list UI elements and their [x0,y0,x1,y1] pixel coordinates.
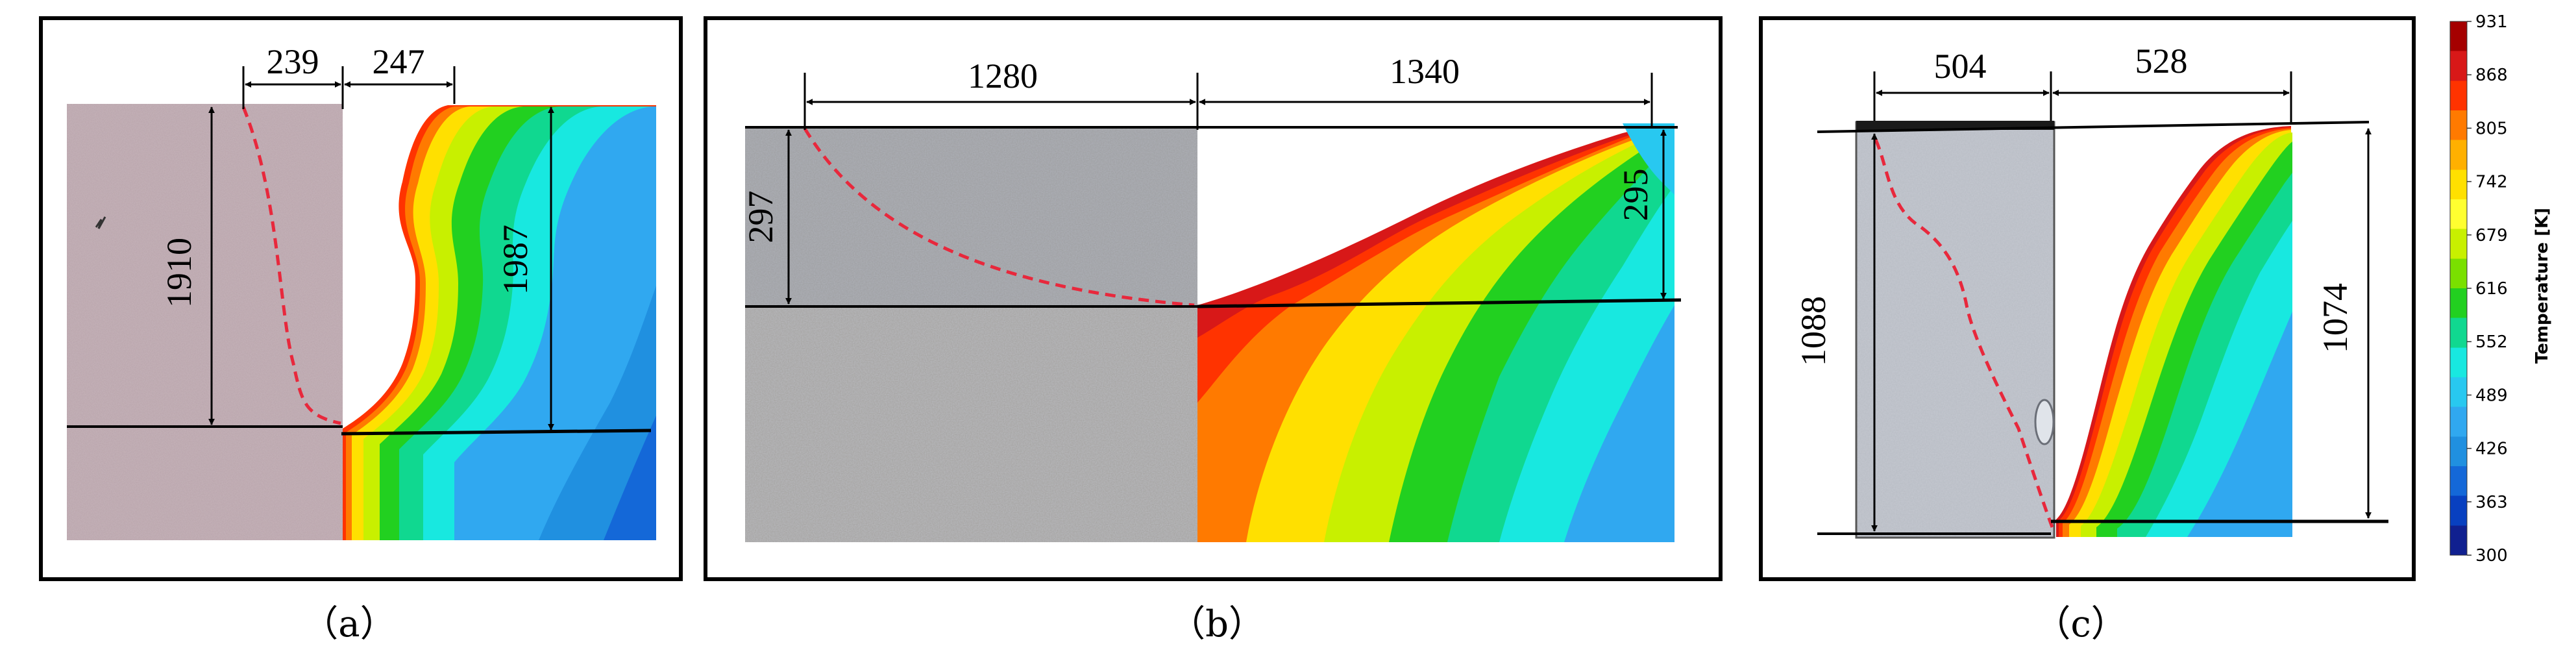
panel-b: 1280 1340 297 295 （b） [704,16,1723,645]
colorbar-tick-label: 616 [2475,279,2508,299]
panel-c-defect [2034,399,2055,445]
panel-a-scratch [95,216,106,229]
colorbar-tick-label: 426 [2475,440,2508,459]
colorbar-tick-label: 679 [2475,226,2508,245]
panel-b-dim-left-vertical: 297 [741,191,780,243]
colorbar-tick-label: 300 [2475,546,2508,566]
panel-a-temperature-contour [343,104,656,540]
panel-b-dim-top-right: 1340 [1390,52,1460,91]
colorbar: 931 868 805 742 679 616 552 489 426 363 300 Temper… [2449,12,2552,566]
panel-c-micrograph-texture [1856,122,2054,538]
panel-c-caption: （c） [2034,603,2127,645]
panel-a-dim-left-vertical: 1910 [160,238,199,308]
panel-b-micrograph-texture [745,127,1197,542]
panel-b-dim-top-left: 1280 [968,56,1038,95]
panel-a-micrograph-texture [67,104,343,540]
colorbar-tick-label: 868 [2475,66,2508,85]
panel-b-frame [704,16,1723,581]
colorbar-tick-label: 363 [2475,493,2508,512]
panel-b-dim-right-vertical: 295 [1616,169,1655,221]
panel-a-dim-top-left: 239 [267,42,319,81]
colorbar-tick-label: 742 [2475,173,2508,192]
panel-c-fusion-line [1874,138,2054,528]
panel-c: 504 528 1088 1074 （c） [1759,16,2416,645]
colorbar-title: Temperature [K] [2533,208,2552,364]
colorbar-tick-label: 805 [2475,119,2508,138]
panel-a: 239 247 1910 1987 （a） [39,16,683,645]
colorbar-tick-label: 552 [2475,332,2508,352]
colorbar-gradient [2449,21,2468,556]
panel-a-dim-right-vertical: 1987 [496,225,535,295]
colorbar-ticks: 931 868 805 742 679 616 552 489 426 363 300 [2467,12,2508,566]
panel-c-top-surface-line [1817,121,2370,133]
panel-b-caption: （b） [1169,603,1265,645]
panel-c-dim-top-left: 504 [1934,47,1987,86]
panel-c-frame [1759,16,2416,581]
colorbar-tick-label: 489 [2475,386,2508,405]
panel-a-dim-top-right: 247 [373,42,425,81]
panel-c-dim-top-right: 528 [2135,42,2188,81]
panel-a-fusion-boundary-right [341,429,652,436]
panel-a-fusion-line [241,106,341,425]
panel-b-fusion-line [803,127,1195,307]
panel-b-micrograph-upper-zone [745,127,1197,305]
panel-c-dim-right-vertical: 1074 [2316,283,2355,353]
panel-a-frame [39,16,683,581]
panel-a-caption: （a） [302,603,396,645]
panel-c-dim-left-vertical: 1088 [1794,296,1833,366]
colorbar-tick-label: 931 [2475,12,2508,32]
panel-b-fusion-boundary-right [1197,298,1682,308]
panel-c-temperature-contour [2056,125,2292,537]
panel-b-temperature-contour [1197,123,1674,542]
